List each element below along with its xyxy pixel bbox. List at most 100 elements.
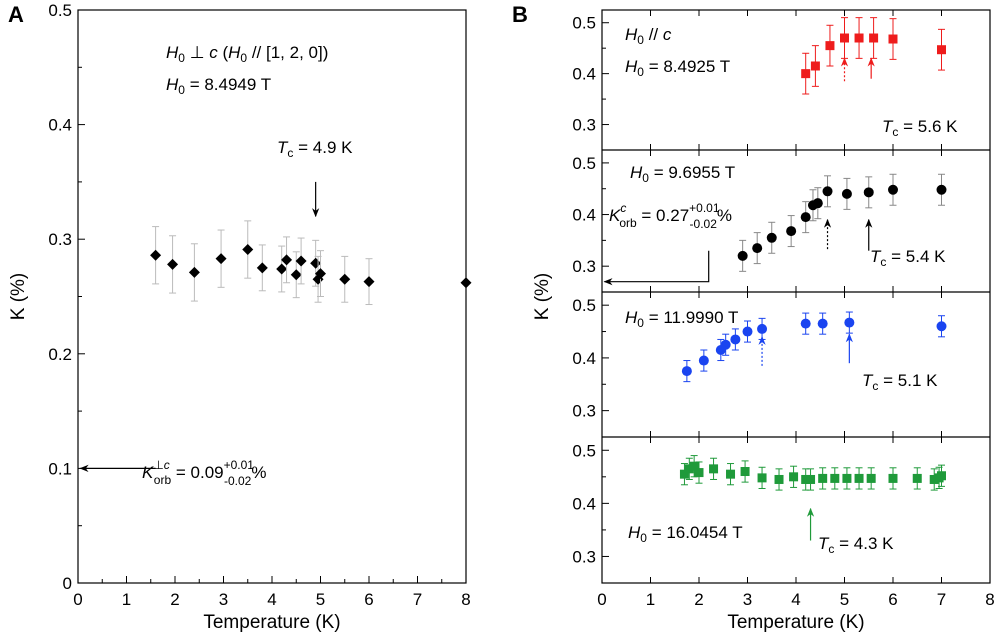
sub1-point: [869, 33, 879, 43]
panel-a-point: [256, 262, 268, 274]
panel-b-xtick-label: 3: [743, 590, 752, 609]
sub3-point: [698, 355, 709, 366]
panel-a-field-value: H0 = 8.4949 T: [166, 75, 271, 97]
panel-b-subplot-3: 0.3 0.4 0.5: [572, 292, 991, 437]
sub2-point: [822, 186, 833, 197]
panel-a-ytick-label: 0.5: [48, 1, 72, 20]
panel-a-xtick-label: 3: [219, 590, 228, 609]
panel-a-xtick-label: 4: [267, 590, 276, 609]
sub4-point: [912, 473, 922, 483]
panel-b-xtick-label: 1: [646, 590, 655, 609]
sub3-field-label: H0 = 11.9990 T: [625, 308, 738, 330]
sub4-ytick-label: 0.5: [572, 441, 596, 460]
panel-b-xtick-label: 2: [694, 590, 703, 609]
sub2-ytick-label: 0.4: [572, 206, 596, 225]
panel-a-xlabel: Temperature (K): [203, 612, 340, 633]
sub4-field-label: H0 = 16.0454 T: [628, 523, 743, 545]
panel-a-point: [242, 244, 254, 256]
panel-a-xtick-label: 1: [122, 590, 131, 609]
sub4-point: [689, 461, 699, 471]
sub2-point: [766, 232, 777, 243]
panel-a-ylabel: K (%): [8, 273, 29, 321]
panel-a-korb-label: K⊥c orb = 0.09+0.01 -0.02%: [142, 458, 266, 488]
panel-a-xtick-label: 5: [316, 590, 325, 609]
panel-a-letter: A: [8, 2, 24, 27]
sub3-tc-label: Tc = 5.1 K: [862, 371, 938, 393]
sub1-point: [825, 41, 835, 51]
panel-b-xtick-label: 8: [985, 590, 994, 609]
sub3-point: [844, 317, 855, 328]
panel-a-point: [339, 273, 351, 285]
panel-b-subplot-2: 0.3 0.4 0.5: [572, 150, 991, 292]
sub2-ytick-label: 0.3: [572, 257, 596, 276]
sub2-point: [863, 187, 874, 198]
sub1-ytick-label: 0.4: [572, 65, 596, 84]
sub4-point: [842, 473, 852, 483]
sub1-ytick-label: 0.5: [572, 14, 596, 33]
panel-b: 0.3 0.4 0.5 0.3 0.4 0.5 0.3 0.4 0.5 0.3 0.4 0.5 0 1 2 3…: [532, 9, 995, 633]
panel-a-point: [310, 257, 322, 269]
sub1-ytick-label: 0.3: [572, 116, 596, 135]
panel-b-letter: B: [512, 2, 528, 27]
panel-b-xtick-label: 5: [840, 590, 849, 609]
sub4-ytick-label: 0.3: [572, 547, 596, 566]
sub4-point: [684, 464, 694, 474]
panel-b-xtick-label: 7: [937, 590, 946, 609]
panel-a-point: [460, 277, 472, 289]
sub2-korb-arrow: [603, 250, 710, 286]
sub2-tc-label: Tc = 5.4 K: [870, 247, 946, 269]
panel-b-subplot-1: 0.3 0.4 0.5: [572, 10, 991, 150]
sub4-point: [709, 464, 719, 474]
panel-b-subplot-4: 0.3 0.4 0.5: [572, 437, 991, 583]
panel-b-ylabel: K (%): [532, 273, 553, 321]
sub2-point: [786, 226, 797, 237]
panel-a-tc-label: Tc = 4.9 K: [277, 138, 353, 160]
sub2-point: [936, 184, 947, 195]
panel-a-xtick-label: 6: [364, 590, 373, 609]
sub4-tc-label: Tc = 4.3 K: [818, 534, 894, 556]
sub4-point: [854, 473, 864, 483]
panel-a-frame: [77, 9, 467, 584]
sub2-ytick-label: 0.5: [572, 154, 596, 173]
sub4-point: [694, 468, 704, 478]
sub4-point: [866, 473, 876, 483]
sub1-point: [937, 45, 946, 55]
sub4-point: [679, 469, 689, 479]
panel-a-point: [315, 268, 326, 280]
sub3-point: [800, 318, 811, 329]
panel-a-ytick-label: 0.2: [48, 345, 72, 364]
panel-a-point: [276, 263, 288, 275]
panel-a-point: [281, 254, 293, 266]
sub4-point: [801, 474, 811, 484]
sub3-ytick-label: 0.3: [572, 402, 596, 421]
sub4-point: [774, 474, 784, 484]
panel-a: 0 1 2 3 4 5 6 7 8 0 0.1 0.2 0.3 0.4 0.5 Temperature (K)…: [8, 1, 472, 633]
panel-a-ytick-label: 0.3: [48, 230, 72, 249]
panel-a-ytick-label: 0.1: [48, 459, 72, 478]
sub3-point: [730, 334, 741, 345]
sub3-point: [742, 326, 753, 337]
sub3-point: [681, 366, 692, 377]
sub4-point: [789, 472, 799, 482]
panel-a-xtick-label: 8: [461, 590, 470, 609]
sub3-point: [757, 323, 768, 334]
panel-a-ytick-label: 0: [63, 574, 72, 593]
panel-b-xtick-label: 0: [597, 590, 606, 609]
sub2-korb-label: Kc orb = 0.27+0.01 -0.02%: [609, 201, 732, 231]
sub2-point: [888, 184, 898, 195]
sub2-point: [812, 198, 823, 209]
sub1-point: [810, 61, 820, 71]
sub4-point: [937, 471, 946, 481]
panel-a-xtick-label: 2: [170, 590, 179, 609]
sub2-point: [737, 250, 748, 261]
sub4-ytick-label: 0.4: [572, 494, 596, 513]
sub1-point: [854, 33, 864, 43]
sub4-point: [740, 467, 750, 477]
sub3-ytick-label: 0.4: [572, 349, 596, 368]
sub4-point: [818, 473, 828, 483]
sub1-point: [840, 33, 849, 43]
panel-a-point: [295, 255, 307, 267]
panel-a-field-orientation: H0 ⊥ c (H0 // [1, 2, 0]): [166, 43, 328, 65]
panel-a-point: [290, 269, 302, 281]
